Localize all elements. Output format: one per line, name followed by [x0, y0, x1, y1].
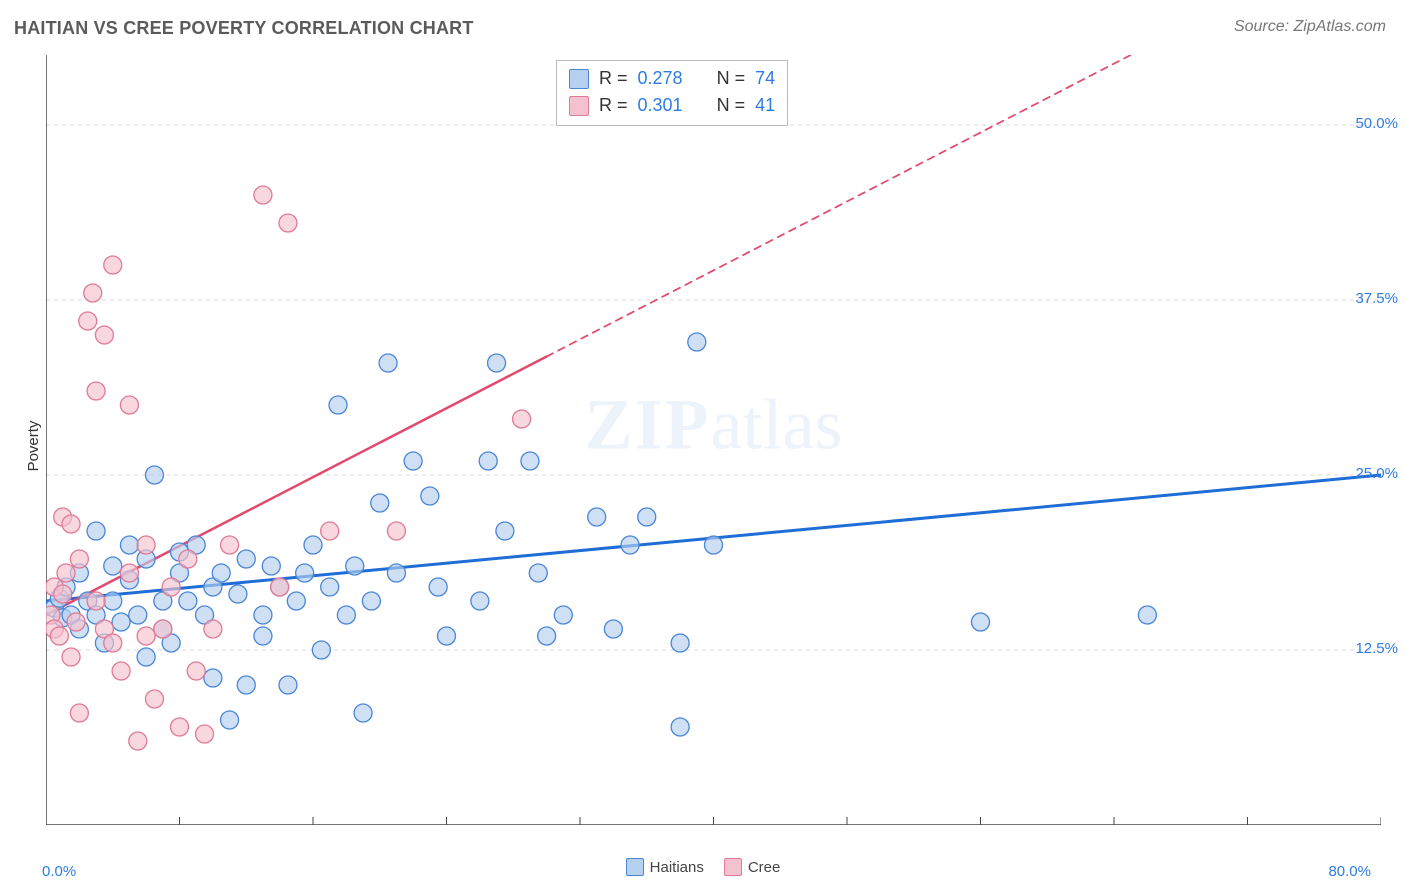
source-attribution: Source: ZipAtlas.com [1234, 18, 1386, 36]
chart-title: HAITIAN VS CREE POVERTY CORRELATION CHAR… [14, 18, 474, 39]
y-axis-tick-label: 50.0% [1355, 115, 1398, 132]
stats-r-value: 0.278 [638, 65, 683, 92]
stats-n-label: N = [717, 92, 746, 119]
stats-swatch [569, 96, 589, 116]
legend-label: Cree [748, 859, 781, 876]
legend-bottom: Haitians Cree [0, 858, 1406, 880]
stats-n-label: N = [717, 65, 746, 92]
legend-swatch [626, 858, 644, 876]
y-axis-tick-label: 12.5% [1355, 640, 1398, 657]
stats-n-value: 41 [755, 92, 775, 119]
stats-r-label: R = [599, 92, 628, 119]
y-axis-label: Poverty [25, 421, 42, 472]
stats-row: R = 0.301 N = 41 [569, 92, 775, 119]
legend-swatch [724, 858, 742, 876]
legend-item: Cree [724, 858, 781, 876]
stats-r-value: 0.301 [638, 92, 683, 119]
scatter-plot: ZIPatlas [46, 55, 1381, 825]
legend-item: Haitians [626, 858, 704, 876]
stats-row: R = 0.278 N = 74 [569, 65, 775, 92]
stats-r-label: R = [599, 65, 628, 92]
stats-n-value: 74 [755, 65, 775, 92]
y-axis-tick-label: 25.0% [1355, 465, 1398, 482]
stats-swatch [569, 69, 589, 89]
chart-svg [46, 55, 1381, 825]
stats-box: R = 0.278 N = 74 R = 0.301 N = 41 [556, 60, 788, 126]
y-axis-tick-label: 37.5% [1355, 290, 1398, 307]
legend-label: Haitians [650, 859, 704, 876]
